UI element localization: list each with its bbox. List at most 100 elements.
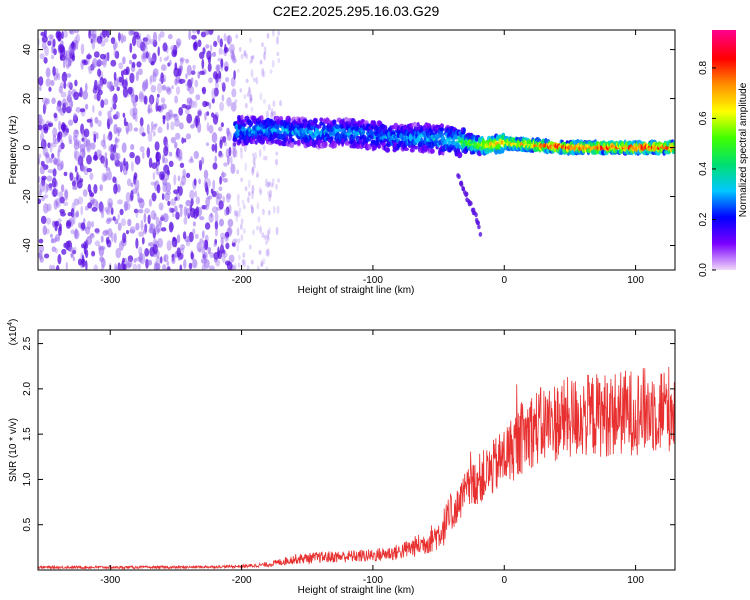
spectrogram-noise-mark: [236, 169, 240, 175]
spectrogram-noise-mark: [167, 200, 171, 206]
spectrogram-noise-mark: [115, 247, 122, 259]
colorbar-tick-label: 0.0: [698, 263, 709, 277]
spectrogram-secondary-mark: [478, 232, 483, 237]
spectrogram-noise-mark: [250, 55, 254, 63]
spectrogram-noise-mark: [72, 256, 76, 262]
spectrogram-noise-mark: [149, 74, 155, 83]
x-tick-label: 0: [501, 275, 507, 286]
spectrogram-noise-mark: [93, 51, 100, 58]
spectrogram-noise-mark: [230, 156, 233, 165]
spectrogram-noise-mark: [158, 34, 161, 42]
spectrogram-noise-mark: [151, 192, 157, 202]
spectrogram-signal-mark: [384, 147, 391, 153]
spectrogram-noise-mark: [113, 152, 119, 164]
spectrogram-noise-mark: [267, 248, 270, 257]
spectrogram-secondary-mark: [469, 201, 473, 206]
spectrogram-noise-mark: [50, 79, 55, 87]
spectrogram-noise-mark: [138, 252, 143, 264]
spectrogram-noise-mark: [173, 174, 177, 186]
spectrogram-noise-mark: [249, 93, 253, 101]
spectrogram-noise-mark: [147, 214, 151, 225]
spectrogram-noise-mark: [106, 208, 111, 216]
spectrogram-noise-mark: [92, 58, 98, 68]
spectrogram-noise-mark: [91, 221, 94, 228]
spectrogram-noise-mark: [74, 165, 78, 173]
spectrogram-noise-mark: [41, 41, 47, 50]
spectrogram-noise-mark: [41, 137, 44, 149]
spectrogram-noise-mark: [109, 115, 113, 125]
x-tick-label: -300: [100, 575, 120, 586]
spectrogram-noise-mark: [116, 127, 122, 133]
spectrogram-signal-mark: [291, 138, 295, 143]
spectrogram-noise-mark: [190, 77, 194, 84]
spectrogram-noise-mark: [201, 230, 205, 239]
spectrogram-noise-mark: [68, 139, 73, 145]
spectrogram-noise-mark: [232, 58, 237, 64]
spectrogram-noise-mark: [182, 168, 186, 179]
spectrogram-noise-mark: [46, 175, 53, 182]
spectrogram-noise-mark: [69, 98, 73, 110]
spectrogram-noise-mark: [207, 56, 211, 64]
spectrogram-noise-mark: [223, 177, 228, 183]
spectrogram-noise-mark: [103, 98, 109, 106]
spectrogram-noise-mark: [51, 153, 55, 159]
snr-y-ticks: 0.5 1.0 1.5 2.0 2.5: [22, 336, 675, 532]
spectrogram-noise-mark: [242, 252, 246, 259]
spectrogram-noise-mark: [43, 203, 49, 214]
spectrogram-noise-mark: [175, 132, 181, 140]
spectrogram-signal-mark: [242, 119, 247, 123]
spectrogram-x-ticks: -300 -200 -100 0 100: [100, 30, 644, 286]
spectrogram-noise-mark: [218, 152, 224, 159]
spectrogram-noise-mark: [147, 104, 151, 115]
spectrogram-noise-mark: [43, 57, 48, 64]
spectrogram-noise-mark: [152, 172, 156, 180]
spectrogram-noise-mark: [119, 208, 124, 216]
spectrogram-noise-mark: [108, 202, 113, 210]
spectrogram-secondary-mark: [477, 224, 481, 230]
spectrogram-noise-mark: [159, 77, 166, 83]
spectrogram-noise-mark: [220, 237, 224, 246]
spectrogram-noise-mark: [236, 196, 240, 202]
spectrogram-noise-mark: [228, 146, 232, 157]
spectrogram-noise-mark: [265, 266, 269, 270]
spectrogram-noise-mark: [170, 121, 175, 131]
spectrogram-signal-mark: [457, 153, 462, 157]
spectrogram-noise-mark: [239, 88, 243, 93]
spectrogram-noise-mark: [271, 111, 275, 117]
colorbar-tick-label: 0.8: [698, 61, 709, 75]
spectrogram-noise-mark: [213, 40, 218, 48]
spectrogram-noise-mark: [40, 160, 45, 167]
spectrogram-noise-mark: [193, 41, 198, 48]
spectrogram-noise-mark: [203, 251, 208, 261]
spectrogram-noise-mark: [201, 86, 207, 95]
spectrogram-noise-mark: [256, 225, 259, 231]
spectrogram-noise-mark: [231, 88, 237, 98]
spectrogram-noise-mark: [51, 177, 57, 188]
spectrogram-noise-mark: [150, 121, 154, 129]
spectrogram-noise-mark: [92, 104, 95, 113]
spectrogram-signal-mark: [334, 141, 337, 149]
spectrogram-noise-mark: [190, 252, 194, 260]
spectrogram-noise-mark: [140, 219, 144, 231]
snr-y-label: SNR (10 * v/v): [8, 418, 19, 482]
spectrogram-noise-mark: [185, 133, 192, 140]
spectrogram-noise-mark: [102, 230, 109, 236]
spectrogram-noise-mark: [237, 201, 240, 207]
spectrogram-noise-mark: [142, 151, 145, 159]
spectrogram-noise-mark: [248, 90, 252, 97]
spectrogram-noise-mark: [38, 176, 41, 183]
spectrogram-noise-mark: [128, 30, 134, 36]
spectrogram-noise-mark: [67, 96, 72, 103]
spectrogram-noise-mark: [150, 210, 157, 220]
spectrogram-signal-mark: [316, 127, 320, 135]
spectrogram-noise-mark: [240, 233, 244, 242]
spectrogram-noise-mark: [110, 106, 113, 113]
spectrogram-noise-mark: [69, 172, 74, 182]
spectrogram-noise-mark: [195, 94, 201, 101]
spectrogram-noise-mark: [272, 205, 276, 214]
spectrogram-noise-mark: [66, 94, 72, 103]
spectrogram-signal-mark: [261, 137, 265, 144]
spectrogram-noise-mark: [232, 147, 237, 158]
spectrogram-noise-mark: [112, 42, 117, 50]
